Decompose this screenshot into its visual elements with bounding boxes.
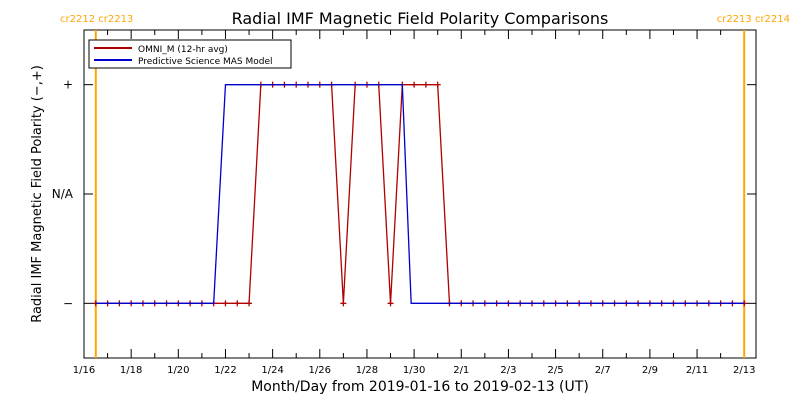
data-point-marker: [422, 81, 429, 88]
x-axis-label: Month/Day from 2019-01-16 to 2019-02-13 …: [251, 379, 589, 395]
x-tick-label: 2/9: [642, 365, 658, 376]
y-tick-label: N/A: [52, 187, 74, 201]
x-tick-label: 2/7: [595, 365, 611, 376]
data-point-marker: [222, 300, 229, 307]
x-tick-label: 2/13: [733, 365, 755, 376]
y-tick-label: −: [63, 296, 73, 310]
series-line-1: [95, 84, 745, 304]
data-point-marker: [411, 81, 418, 88]
x-tick-label: 2/1: [453, 365, 469, 376]
legend: OMNI_M (12-hr avg) Predictive Science MAS…: [88, 39, 292, 69]
series-line-2: [95, 84, 745, 304]
carrington-rotation-label: cr2213 cr2214: [717, 14, 790, 25]
plot-frame: [83, 29, 757, 359]
x-tick-label: 2/11: [686, 365, 708, 376]
x-tick-label: 1/20: [167, 365, 189, 376]
legend-entry-label: Predictive Science MAS Model: [138, 57, 273, 67]
x-tick-label: 2/3: [500, 365, 516, 376]
chart-title: Radial IMF Magnetic Field Polarity Compa…: [232, 9, 609, 28]
legend-entry-label: OMNI_M (12-hr avg): [138, 45, 228, 55]
x-tick-label: 1/18: [120, 365, 142, 376]
data-point-marker: [340, 300, 347, 307]
carrington-rotation-label: cr2212 cr2213: [60, 14, 133, 25]
x-tick-label: 1/16: [73, 365, 95, 376]
y-axis-label: Radial IMF Magnetic Field Polarity (−,+): [30, 65, 45, 323]
data-point-marker: [234, 300, 241, 307]
legend-box: [88, 39, 292, 69]
data-point-marker: [246, 300, 253, 307]
y-tick-label: +: [63, 78, 73, 92]
x-tick-label: 2/5: [548, 365, 564, 376]
x-tick-label: 1/22: [214, 365, 236, 376]
data-point-marker: [434, 81, 441, 88]
x-tick-label: 1/26: [309, 365, 331, 376]
x-tick-label: 1/24: [261, 365, 283, 376]
x-tick-label: 1/30: [403, 365, 425, 376]
data-series: [92, 81, 748, 307]
data-point-marker: [387, 300, 394, 307]
x-tick-label: 1/28: [356, 365, 378, 376]
axis-ticks: 1/16 1/18 1/20 1/22 1/24 1/26 1/28 1/30 2/1 2/3 2/…: [52, 30, 756, 376]
